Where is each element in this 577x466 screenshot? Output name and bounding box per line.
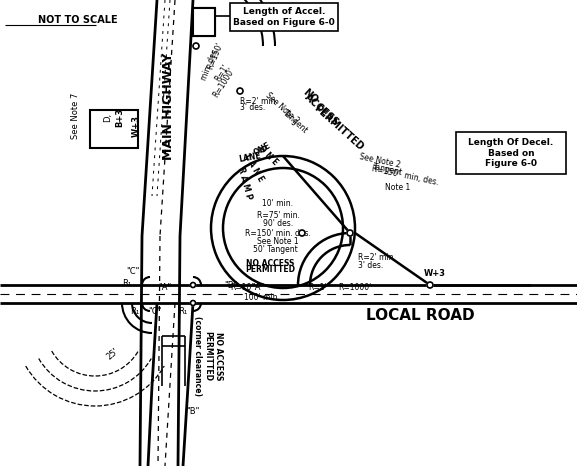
Text: 25': 25': [105, 346, 121, 362]
Text: 10' min.: 10' min.: [263, 199, 294, 208]
Text: 90' des.: 90' des.: [263, 219, 293, 228]
Text: "A": "A": [252, 283, 265, 293]
Text: L A N E: L A N E: [242, 152, 265, 184]
Text: W+3: W+3: [424, 268, 446, 277]
Text: "C": "C": [126, 267, 140, 275]
Text: "B": "B": [224, 281, 238, 289]
Text: PERMITTED: PERMITTED: [245, 266, 295, 274]
Text: NO ACCESS
PERMITTED
(corner clearance): NO ACCESS PERMITTED (corner clearance): [193, 316, 223, 396]
Circle shape: [347, 230, 353, 236]
Text: 3' des.: 3' des.: [358, 261, 383, 270]
Bar: [90, 110, 138, 148]
Text: R=2' min.: R=2' min.: [358, 254, 396, 262]
Text: R=150': R=150': [205, 41, 224, 71]
Text: NOT TO SCALE: NOT TO SCALE: [38, 15, 118, 25]
Text: "A": "A": [158, 283, 171, 293]
Text: R=150' min. des.: R=150' min. des.: [245, 229, 311, 239]
Text: R₁: R₁: [130, 307, 140, 315]
Text: R=2' min.: R=2' min.: [240, 96, 278, 105]
Bar: [456, 132, 566, 174]
Text: ACCESS: ACCESS: [303, 92, 341, 128]
Text: Note 1: Note 1: [385, 184, 411, 192]
Text: R=150'  min, des.: R=150' min, des.: [370, 164, 439, 187]
Text: LANE: LANE: [238, 151, 262, 164]
Text: See Note 2: See Note 2: [264, 91, 301, 125]
Text: R=1': R=1': [213, 63, 231, 83]
Text: NO: NO: [301, 87, 320, 105]
Text: R=1': R=1': [309, 283, 327, 293]
Bar: [230, 3, 338, 31]
Text: R=10': R=10': [230, 283, 254, 293]
Text: Length Of Decel.
Based on
Figure 6-0: Length Of Decel. Based on Figure 6-0: [469, 138, 553, 168]
Text: min. des.: min. des.: [199, 46, 221, 82]
Text: R=1000': R=1000': [338, 283, 372, 293]
Text: R=1000': R=1000': [211, 67, 237, 99]
Circle shape: [427, 282, 433, 288]
Text: Tangent: Tangent: [372, 163, 404, 178]
Circle shape: [299, 230, 305, 236]
Text: PERMITTED: PERMITTED: [312, 103, 365, 153]
Circle shape: [190, 301, 196, 306]
Text: R=75' min.: R=75' min.: [257, 212, 299, 220]
Text: See Note 1: See Note 1: [257, 238, 299, 247]
Text: 3' des.: 3' des.: [240, 103, 265, 112]
Bar: [193, 8, 215, 36]
Text: O N E: O N E: [257, 144, 279, 167]
Circle shape: [190, 282, 196, 288]
Text: 50' Tangent: 50' Tangent: [253, 246, 297, 254]
Text: R₁: R₁: [122, 279, 132, 288]
Text: R₁: R₁: [178, 307, 188, 315]
Text: "B": "B": [186, 406, 200, 416]
Text: LOCAL ROAD: LOCAL ROAD: [366, 308, 474, 323]
Text: Tangent: Tangent: [280, 109, 309, 136]
Text: NO ACCESS: NO ACCESS: [246, 259, 294, 267]
Circle shape: [193, 43, 199, 49]
Text: R A M P: R A M P: [237, 166, 254, 200]
Text: ONE: ONE: [252, 141, 272, 158]
Text: See Note 2: See Note 2: [359, 152, 401, 170]
Text: See Note 7: See Note 7: [70, 93, 80, 139]
Text: "C": "C": [148, 307, 162, 315]
Text: B+3: B+3: [115, 108, 125, 127]
Text: MAIN HIGHWAY: MAIN HIGHWAY: [162, 52, 174, 160]
Text: D,: D,: [103, 112, 113, 122]
Text: W+3: W+3: [132, 115, 141, 137]
Circle shape: [237, 88, 243, 94]
Text: Length of Accel.
Based on Figure 6-0: Length of Accel. Based on Figure 6-0: [233, 7, 335, 27]
Text: 100' min.: 100' min.: [244, 294, 280, 302]
